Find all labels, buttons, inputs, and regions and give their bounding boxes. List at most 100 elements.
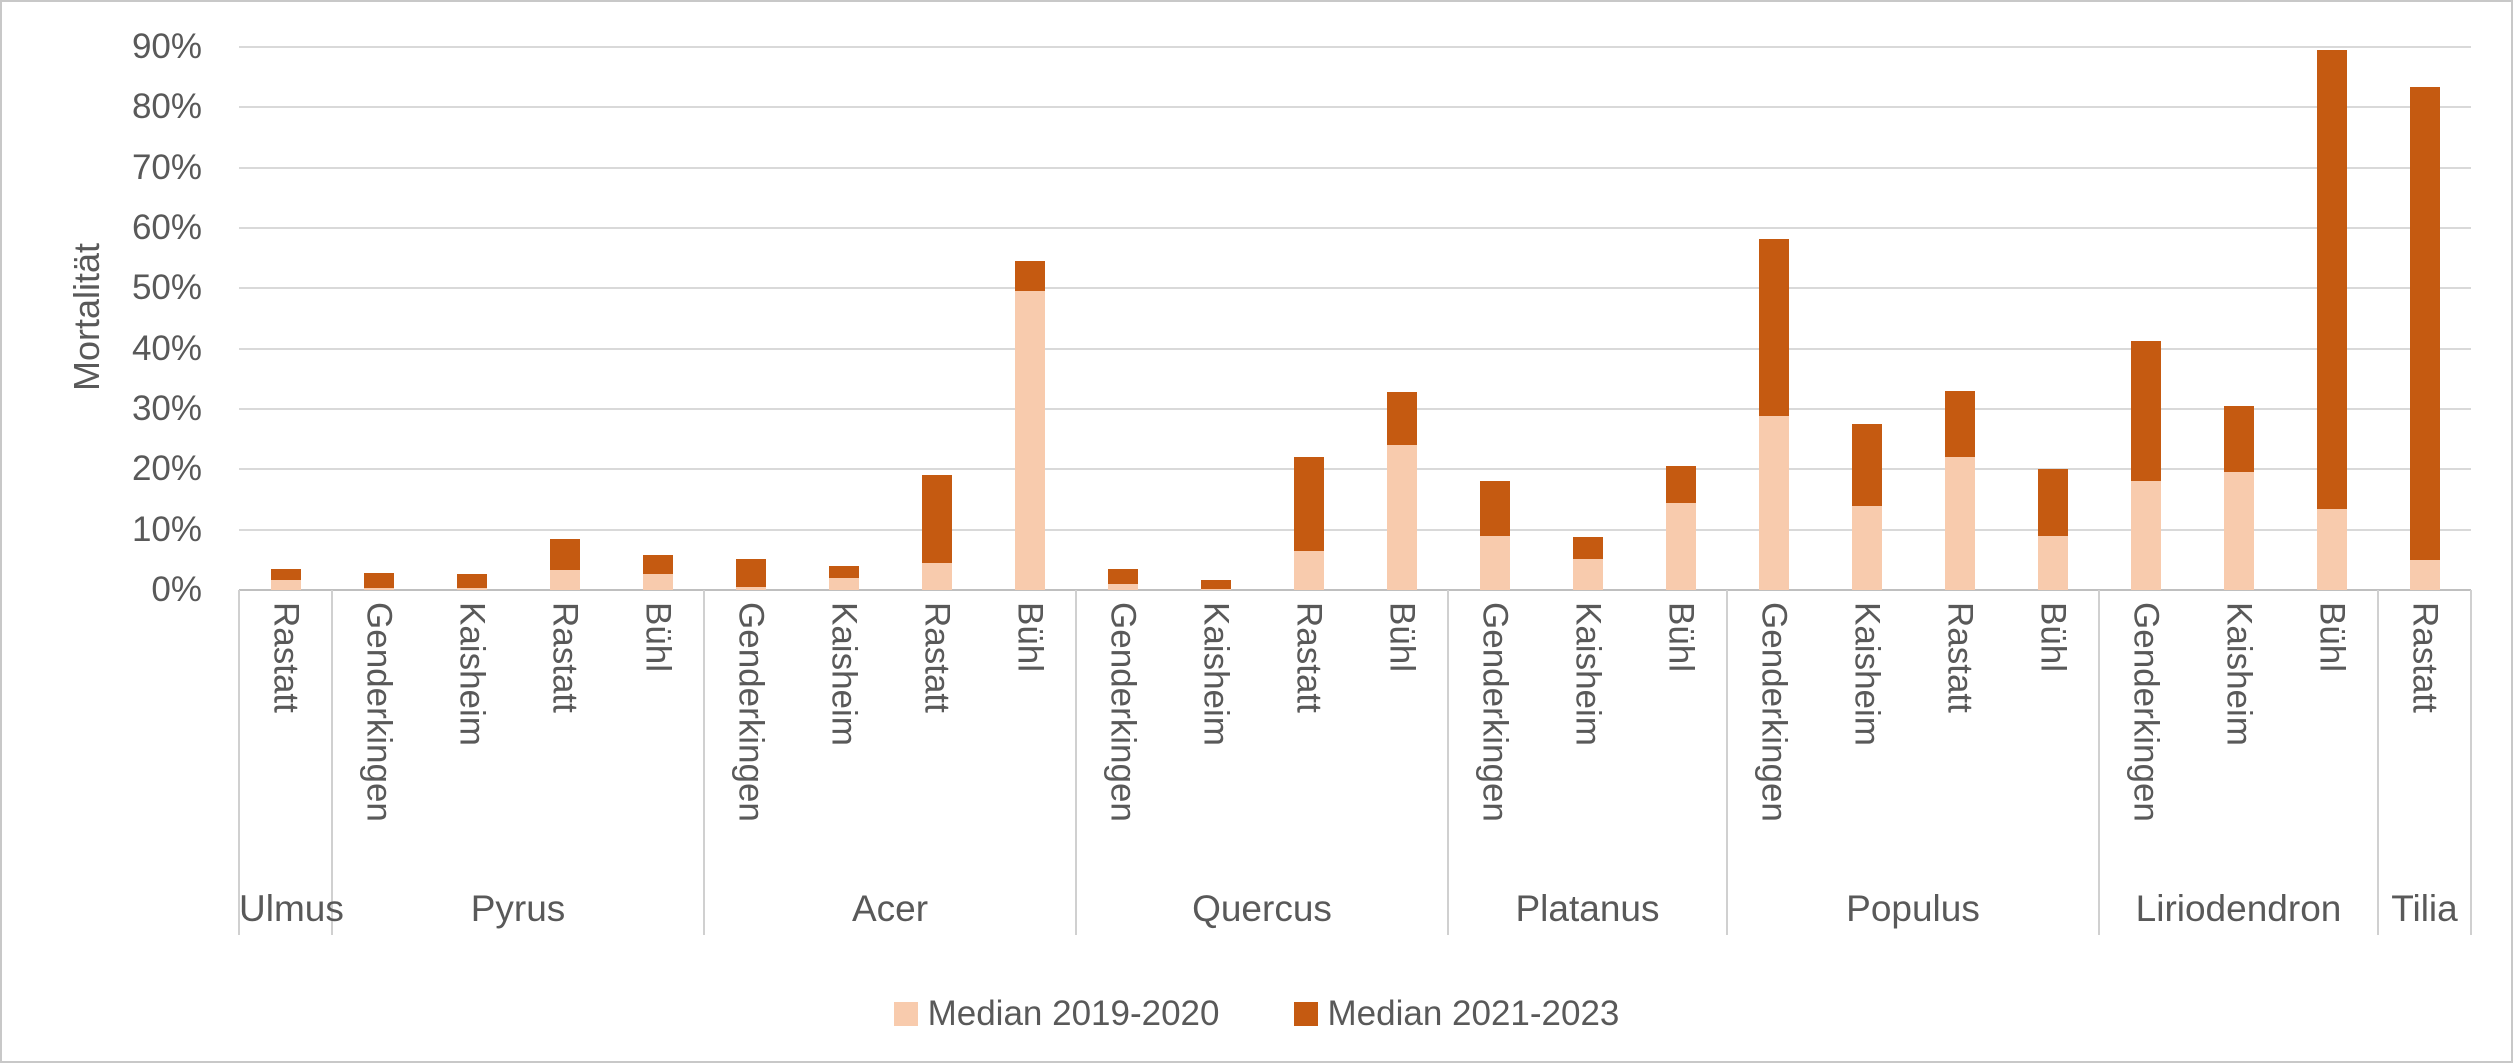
- gridline-70pct: [239, 166, 2471, 169]
- bar-Pyrus-Kaisheim-median-2021-2023: [456, 574, 487, 588]
- bar-Ulmus-Rastatt-median-2021-2023: [270, 568, 301, 580]
- gridline-20pct: [239, 468, 2471, 471]
- bar-Quercus-Rastatt-median-2019-2020: [1293, 550, 1324, 590]
- y-tick-label-10pct: 10%: [131, 509, 202, 549]
- y-tick-label-70pct: 70%: [131, 147, 202, 187]
- category-divider-7: [2377, 590, 2379, 935]
- gridline-80pct: [239, 106, 2471, 109]
- gridline-50pct: [239, 287, 2471, 290]
- x-axis-genus-label-Quercus: Quercus: [1192, 888, 1332, 929]
- gridline-30pct: [239, 408, 2471, 410]
- bar-Pyrus-Bühl-median-2019-2020: [642, 573, 673, 590]
- bar-Acer-Kaisheim-median-2021-2023: [828, 565, 859, 578]
- category-divider-8: [2470, 590, 2472, 935]
- x-axis-site-label-Kaisheim: Kaisheim: [1568, 602, 1608, 746]
- x-axis-genus-label-Ulmus: Ulmus: [239, 888, 344, 929]
- y-tick-label-90pct: 90%: [131, 27, 202, 66]
- category-divider-4: [1447, 590, 1449, 935]
- bar-Pyrus-Genderkingen-median-2019-2020: [363, 588, 394, 590]
- x-axis-site-label-Kaisheim: Kaisheim: [2219, 602, 2259, 746]
- y-tick-label-80pct: 80%: [131, 87, 202, 127]
- bar-Populus-Rastatt-median-2019-2020: [1944, 457, 1975, 590]
- x-axis-genus-label-Pyrus: Pyrus: [470, 888, 566, 929]
- gridline-10pct: [239, 528, 2471, 531]
- bar-Quercus-Rastatt-median-2021-2023: [1293, 457, 1324, 551]
- bar-Quercus-Bühl-median-2021-2023: [1386, 392, 1417, 446]
- x-axis-genus-label-Acer: Acer: [851, 888, 929, 929]
- bar-Acer-Rastatt-median-2021-2023: [921, 475, 952, 563]
- x-axis-site-label-Genderkingen: Genderkingen: [731, 602, 771, 822]
- bar-Populus-Genderkingen-median-2019-2020: [1758, 416, 1789, 590]
- bar-Liriodendron-Bühl-median-2019-2020: [2316, 508, 2347, 590]
- x-axis-genus-label-Populus: Populus: [1846, 888, 1980, 929]
- x-axis-line: [239, 589, 2471, 591]
- x-axis-site-label-Bühl: Bühl: [1010, 602, 1050, 673]
- legend-label-median-2021-2023: Median 2021-2023: [1327, 994, 1620, 1033]
- gridline-90pct: [239, 46, 2471, 48]
- x-axis-site-label-Bühl: Bühl: [1661, 602, 1701, 673]
- bar-Populus-Genderkingen-median-2021-2023: [1758, 238, 1789, 417]
- x-axis-site-label-Bühl: Bühl: [2033, 602, 2073, 673]
- x-axis-site-label-Rastatt: Rastatt: [266, 602, 306, 713]
- category-divider-5: [1726, 590, 1728, 935]
- bar-Platanus-Bühl-median-2021-2023: [1665, 466, 1696, 503]
- bar-Tilia-Rastatt-median-2021-2023: [2409, 87, 2440, 560]
- y-tick-label-40pct: 40%: [131, 328, 202, 368]
- bar-Acer-Bühl-median-2019-2020: [1014, 291, 1045, 590]
- legend: Median 2019-2020 Median 2021-2023: [2, 994, 2511, 1034]
- bar-Acer-Bühl-median-2021-2023: [1014, 261, 1045, 292]
- y-tick-label-60pct: 60%: [131, 208, 202, 247]
- x-axis-site-label-Kaisheim: Kaisheim: [824, 602, 864, 746]
- x-axis-genus-label-Liriodendron: Liriodendron: [2135, 888, 2342, 929]
- x-axis-site-label-Bühl: Bühl: [638, 602, 678, 673]
- bar-Acer-Kaisheim-median-2019-2020: [828, 577, 859, 590]
- legend-item-median-2019-2020: Median 2019-2020: [893, 994, 1220, 1034]
- y-tick-label-0pct: 0%: [151, 570, 202, 609]
- bar-Liriodendron-Kaisheim-median-2021-2023: [2223, 405, 2254, 473]
- bar-Acer-Genderkingen-median-2019-2020: [735, 586, 766, 590]
- y-tick-label-20pct: 20%: [131, 449, 202, 489]
- bar-Quercus-Genderkingen-median-2021-2023: [1107, 569, 1138, 584]
- bar-Acer-Genderkingen-median-2021-2023: [735, 558, 766, 587]
- bar-Quercus-Kaisheim-median-2019-2020: [1200, 588, 1231, 590]
- legend-swatch-median-2021-2023: [1293, 1002, 1318, 1026]
- x-axis-site-label-Genderkingen: Genderkingen: [1103, 602, 1143, 822]
- bar-Platanus-Kaisheim-median-2019-2020: [1572, 559, 1603, 590]
- legend-item-median-2021-2023: Median 2021-2023: [1293, 994, 1620, 1034]
- x-axis-site-label-Rastatt: Rastatt: [917, 602, 957, 713]
- bar-Liriodendron-Bühl-median-2021-2023: [2316, 50, 2347, 509]
- bar-Pyrus-Rastatt-median-2021-2023: [549, 538, 580, 571]
- bar-Ulmus-Rastatt-median-2019-2020: [270, 579, 301, 590]
- category-divider-0: [238, 590, 240, 935]
- bar-Pyrus-Kaisheim-median-2019-2020: [456, 587, 487, 590]
- bar-Acer-Rastatt-median-2019-2020: [921, 562, 952, 590]
- bar-Pyrus-Bühl-median-2021-2023: [642, 555, 673, 574]
- bar-Quercus-Kaisheim-median-2021-2023: [1200, 579, 1231, 589]
- legend-label-median-2019-2020: Median 2019-2020: [927, 994, 1220, 1033]
- x-axis-site-label-Rastatt: Rastatt: [545, 602, 585, 713]
- x-axis-site-label-Genderkingen: Genderkingen: [2126, 602, 2166, 822]
- gridline-40pct: [239, 347, 2471, 350]
- x-axis-site-label-Bühl: Bühl: [1382, 602, 1422, 673]
- bar-Populus-Bühl-median-2019-2020: [2037, 535, 2068, 590]
- category-divider-1: [331, 590, 333, 935]
- bar-Liriodendron-Kaisheim-median-2019-2020: [2223, 472, 2254, 590]
- y-tick-label-30pct: 30%: [131, 389, 202, 428]
- bar-Quercus-Genderkingen-median-2019-2020: [1107, 583, 1138, 590]
- bar-Liriodendron-Genderkingen-median-2019-2020: [2130, 481, 2161, 590]
- bar-Liriodendron-Genderkingen-median-2021-2023: [2130, 340, 2161, 482]
- bar-Platanus-Genderkingen-median-2021-2023: [1479, 481, 1510, 536]
- x-axis-site-label-Genderkingen: Genderkingen: [1475, 602, 1515, 822]
- bar-Populus-Rastatt-median-2021-2023: [1944, 390, 1975, 458]
- x-axis-site-label-Kaisheim: Kaisheim: [452, 602, 492, 746]
- x-axis-site-label-Kaisheim: Kaisheim: [1196, 602, 1236, 746]
- bar-Populus-Kaisheim-median-2021-2023: [1851, 424, 1882, 506]
- x-axis-site-label-Rastatt: Rastatt: [2405, 602, 2445, 713]
- bar-Pyrus-Rastatt-median-2019-2020: [549, 570, 580, 590]
- bar-Pyrus-Genderkingen-median-2021-2023: [363, 573, 394, 589]
- x-axis-genus-label-Tilia: Tilia: [2391, 888, 2458, 929]
- category-divider-2: [703, 590, 705, 935]
- bar-Tilia-Rastatt-median-2019-2020: [2409, 559, 2440, 590]
- category-divider-6: [2098, 590, 2100, 935]
